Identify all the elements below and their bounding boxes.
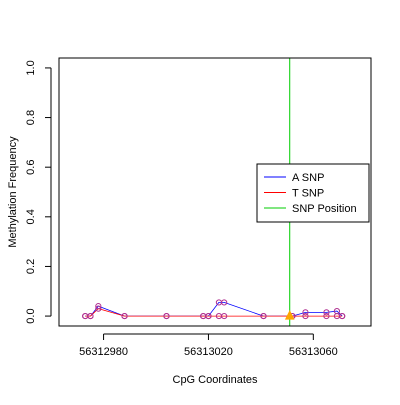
y-tick-label: 0.6 bbox=[25, 160, 37, 175]
data-point-t-snp bbox=[121, 312, 128, 320]
x-tick-label: 56313020 bbox=[184, 346, 233, 358]
series-points-layer bbox=[82, 299, 346, 320]
data-point-a-snp bbox=[221, 299, 228, 306]
data-point-t-snp bbox=[221, 312, 228, 320]
x-axis-title: CpG Coordinates bbox=[173, 374, 258, 386]
snp-position-marker bbox=[284, 309, 295, 320]
data-point-t-snp bbox=[323, 312, 330, 320]
y-tick-label: 0.2 bbox=[25, 259, 37, 274]
y-tick-label: 0.0 bbox=[25, 308, 37, 323]
legend-label-snp-position: SNP Position bbox=[292, 203, 357, 215]
data-point-t-snp bbox=[205, 312, 212, 320]
data-point-a-snp bbox=[95, 303, 102, 310]
y-tick-label: 0.4 bbox=[25, 209, 37, 224]
legend-label-t-snp: T SNP bbox=[292, 188, 324, 200]
x-tick-label: 56312980 bbox=[79, 346, 128, 358]
plot-frame bbox=[58, 57, 372, 327]
series-line-t-snp bbox=[85, 308, 343, 317]
x-tick-label: 56313060 bbox=[289, 346, 338, 358]
data-point-t-snp bbox=[95, 305, 102, 312]
data-point-t-snp bbox=[87, 312, 94, 320]
data-point-t-snp bbox=[339, 312, 346, 320]
legend-label-a-snp: A SNP bbox=[292, 172, 324, 184]
data-point-t-snp bbox=[302, 312, 309, 320]
series-lines-layer bbox=[85, 301, 343, 317]
data-point-a-snp bbox=[323, 309, 330, 316]
axes-layer: 56312980 56313020 56313060 0.0 0.2 0.4 0.6 0.8 1… bbox=[25, 60, 338, 358]
data-point-t-snp bbox=[260, 312, 267, 320]
data-point-a-snp bbox=[302, 309, 309, 316]
y-axis-title: Methylation Frequency bbox=[7, 136, 19, 248]
series-line-a-snp bbox=[85, 301, 343, 317]
legend: A SNP T SNP SNP Position bbox=[256, 163, 370, 223]
y-tick-label: 1.0 bbox=[25, 60, 37, 75]
data-point-t-snp bbox=[163, 312, 170, 320]
y-tick-label: 0.8 bbox=[25, 110, 37, 125]
